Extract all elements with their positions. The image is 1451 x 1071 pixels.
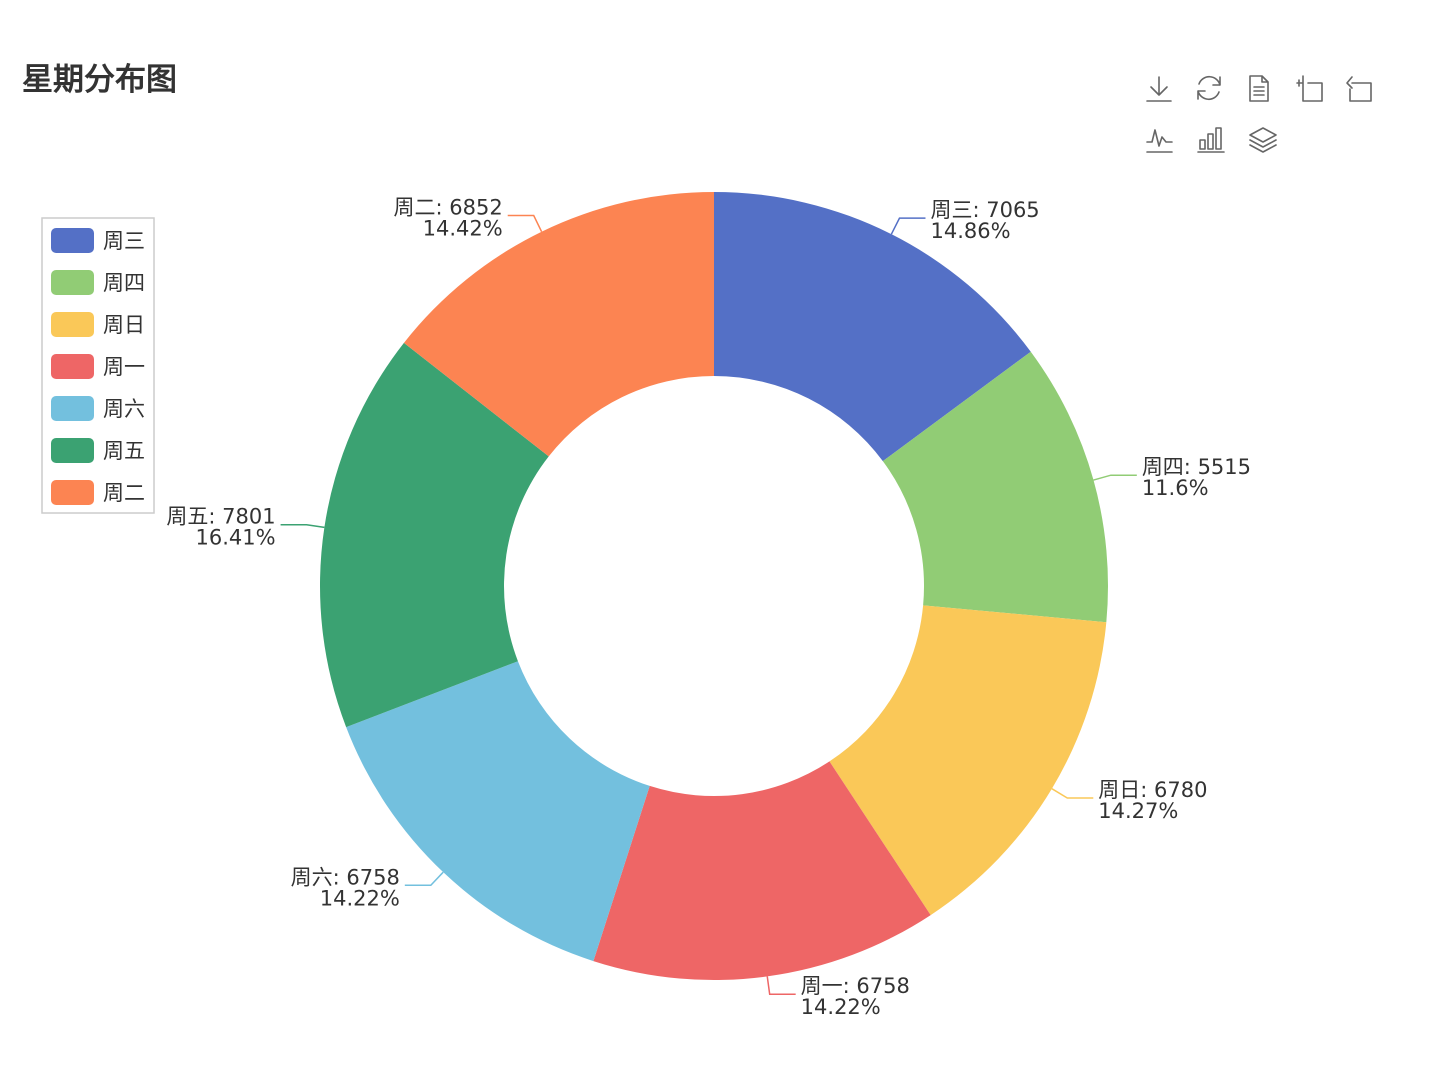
- slice-label-周二: 周二: 6852: [394, 196, 503, 220]
- slice-label-周三: 周三: 7065: [930, 198, 1039, 222]
- slice-周二[interactable]: [403, 192, 714, 457]
- label-line-周一: [766, 976, 796, 995]
- line-chart-icon[interactable]: [1142, 122, 1176, 156]
- refresh-icon[interactable]: [1192, 71, 1226, 105]
- chart-title: 星期分布图: [22, 62, 177, 98]
- toolbox: [1142, 71, 1376, 156]
- slice-周日[interactable]: [829, 605, 1107, 916]
- label-line-周五: [280, 523, 325, 529]
- slice-percent-周六: 14.22%: [320, 886, 400, 910]
- legend-label: 周一: [103, 355, 145, 379]
- legend-item-周一[interactable]: 周一: [51, 354, 145, 379]
- slice-周三[interactable]: [714, 192, 1031, 462]
- label-line-周四: [1093, 474, 1137, 481]
- zoom-icon[interactable]: [1292, 71, 1326, 105]
- slice-周六[interactable]: [346, 661, 650, 962]
- download-icon[interactable]: [1142, 71, 1176, 105]
- slice-label-周日: 周日: 6780: [1098, 778, 1207, 802]
- slice-percent-周五: 16.41%: [196, 526, 276, 550]
- legend-item-周四[interactable]: 周四: [51, 270, 145, 295]
- legend-label: 周四: [103, 271, 145, 295]
- slice-label-周六: 周六: 6758: [291, 865, 400, 889]
- zoom-reset-icon[interactable]: [1342, 71, 1376, 105]
- legend-label: 周二: [103, 481, 145, 505]
- bar-chart-icon[interactable]: [1194, 122, 1228, 156]
- legend-label: 周六: [103, 397, 145, 421]
- legend-label: 周五: [103, 439, 145, 463]
- donut-slices: [320, 192, 1108, 980]
- legend-swatch: [51, 396, 94, 421]
- slice-周四[interactable]: [882, 351, 1108, 623]
- slice-percent-周日: 14.27%: [1098, 799, 1178, 823]
- legend-swatch: [51, 228, 94, 253]
- data-view-icon[interactable]: [1242, 71, 1276, 105]
- legend-item-周五[interactable]: 周五: [51, 438, 145, 463]
- legend-item-周六[interactable]: 周六: [51, 396, 145, 421]
- legend-swatch: [51, 270, 94, 295]
- legend-swatch: [51, 438, 94, 463]
- legend-item-周日[interactable]: 周日: [51, 312, 145, 337]
- legend-label: 周三: [103, 229, 145, 253]
- slice-周一[interactable]: [593, 761, 931, 980]
- slice-percent-周四: 11.6%: [1142, 476, 1209, 500]
- label-lines: [280, 214, 1137, 995]
- slice-percent-周二: 14.42%: [423, 217, 503, 241]
- label-line-周二: [507, 214, 543, 233]
- legend-item-周三[interactable]: 周三: [51, 228, 145, 253]
- label-line-周六: [404, 871, 444, 887]
- slice-percent-周三: 14.86%: [930, 219, 1010, 243]
- slice-周五[interactable]: [320, 342, 549, 728]
- legend-item-周二[interactable]: 周二: [51, 480, 145, 505]
- label-line-周日: [1051, 788, 1094, 799]
- slice-percent-周一: 14.22%: [801, 995, 881, 1019]
- stack-icon[interactable]: [1245, 122, 1279, 156]
- slice-label-周五: 周五: 7801: [166, 505, 275, 529]
- slice-label-周一: 周一: 6758: [801, 974, 910, 998]
- slice-label-周四: 周四: 5515: [1142, 455, 1251, 479]
- legend-swatch: [51, 480, 94, 505]
- legend-label: 周日: [103, 313, 145, 337]
- legend-swatch: [51, 354, 94, 379]
- label-line-周三: [890, 217, 926, 235]
- legend-swatch: [51, 312, 94, 337]
